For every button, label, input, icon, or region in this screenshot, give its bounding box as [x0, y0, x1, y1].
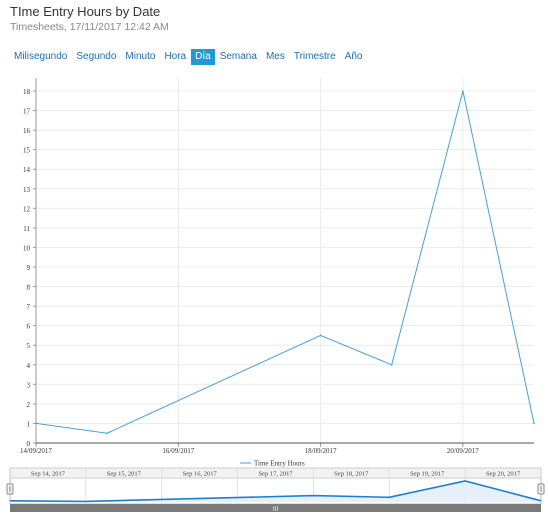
y-tick-label: 18 [23, 88, 31, 96]
tab-minuto[interactable]: Minuto [125, 51, 156, 62]
page-title: TIme Entry Hours by Date [10, 4, 161, 19]
y-tick-label: 13 [23, 186, 31, 194]
y-tick-label: 3 [27, 381, 31, 389]
y-tick-label: 4 [27, 362, 31, 370]
y-tick-label: 1 [27, 420, 31, 428]
y-tick-label: 6 [27, 323, 31, 331]
x-tick-label: 14/09/2017 [20, 447, 52, 455]
y-tick-label: 0 [27, 440, 31, 448]
tab-milisegundo[interactable]: Milisegundo [14, 51, 68, 62]
scrollbar-grip-label: III [273, 507, 279, 513]
tab-dia[interactable]: Día [191, 49, 215, 65]
data-point [462, 90, 464, 92]
y-tick-label: 12 [23, 205, 31, 213]
x-tick-label: 18/09/2017 [305, 447, 337, 455]
y-tick-label: 5 [27, 342, 31, 350]
tab-trimestre[interactable]: Trimestre [293, 51, 336, 62]
navigator-date-label: Sep 15, 2017 [107, 471, 142, 478]
tab-semana[interactable]: Semana [219, 51, 257, 62]
tab-mes[interactable]: Mes [265, 51, 285, 62]
data-point [533, 422, 535, 425]
tab-segundo[interactable]: Segundo [76, 51, 117, 62]
y-tick-label: 10 [23, 244, 31, 252]
navigator-label-band [9, 467, 542, 479]
navigator-date-label: Sep 16, 2017 [183, 471, 218, 478]
y-tick-label: 2 [27, 401, 31, 409]
navigator-date-label: Sep 18, 2017 [334, 471, 369, 478]
y-tick-label: 7 [27, 303, 31, 311]
y-tick-label: 9 [27, 264, 31, 272]
legend-label: Time Entry Hours [254, 460, 305, 468]
navigator-date-label: Sep 20, 2017 [486, 471, 521, 478]
interval-tabs: Milisegundo Segundo Minuto Hora Día Sema… [10, 49, 368, 65]
tab-hora[interactable]: Hora [164, 51, 187, 62]
y-tick-label: 17 [23, 108, 31, 116]
navigator-scrollbar[interactable] [10, 504, 541, 512]
series-line [35, 90, 535, 434]
y-tick-label: 11 [23, 225, 30, 233]
navigator-line [9, 480, 542, 503]
data-point [35, 422, 37, 425]
x-tick-label: 20/09/2017 [447, 447, 479, 455]
data-point [106, 432, 108, 435]
y-tick-label: 14 [23, 166, 31, 174]
navigator-date-label: Sep 19, 2017 [410, 471, 445, 478]
navigator-date-label: Sep 17, 2017 [258, 471, 293, 478]
range-navigator[interactable]: Sep 14, 2017 Sep 15, 2017 Sep 16, 2017 Sep … [0, 466, 548, 514]
navigator-area [10, 481, 541, 502]
data-point [390, 363, 393, 366]
page-subtitle: Timesheets, 17/11/2017 12:42 AM [10, 21, 169, 33]
y-tick-label: 16 [23, 127, 31, 135]
data-point [319, 334, 322, 337]
y-tick-label: 8 [27, 284, 31, 292]
x-tick-label: 16/09/2017 [162, 447, 194, 455]
y-tick-label: 15 [23, 147, 31, 155]
tab-ano[interactable]: Año [344, 51, 363, 62]
navigator-date-label: Sep 14, 2017 [31, 471, 66, 478]
